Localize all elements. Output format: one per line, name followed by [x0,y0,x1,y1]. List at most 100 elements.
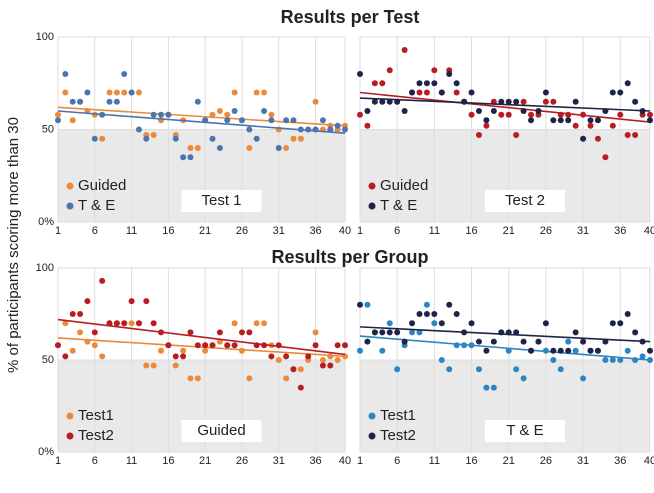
data-point [468,89,475,96]
data-point [187,375,194,382]
data-point [106,320,113,327]
x-tick-label: 26 [236,225,248,237]
data-point [609,357,616,363]
x-tick-label: 21 [503,225,515,237]
data-point [165,342,172,349]
data-point [401,338,408,345]
data-point [624,80,631,87]
legend-marker [66,202,74,210]
data-point [194,342,201,349]
data-point [275,145,282,151]
data-point [364,108,371,114]
data-point [128,320,135,327]
data-point [557,366,564,373]
x-tick-label: 1 [55,455,61,467]
data-point [364,301,371,308]
x-tick-label: 11 [429,455,440,467]
data-point [150,132,157,139]
data-point [216,329,223,336]
data-point [202,347,209,354]
x-tick-label: 6 [92,225,98,237]
data-point [143,298,150,305]
x-tick-label: 21 [199,455,211,467]
data-point [99,353,106,360]
data-point [319,362,326,369]
data-point [587,347,594,354]
data-point [69,311,76,317]
data-point [490,338,497,345]
x-tick-label: 26 [540,225,552,237]
data-point [187,145,194,151]
data-point [416,329,423,336]
data-point [194,375,201,382]
data-point [319,357,326,363]
panel-label: Test 1 [201,192,241,209]
data-point [446,71,453,77]
panel-label: Guided [197,422,245,439]
data-point [580,338,587,345]
data-point [550,357,557,363]
data-point [319,117,326,124]
data-point [180,154,187,161]
data-point [187,329,194,336]
data-point [587,122,594,129]
data-point [401,46,408,53]
data-point [84,298,91,305]
data-point [409,329,416,336]
data-point [572,347,579,354]
data-point [55,111,61,118]
data-point [135,320,142,327]
data-point [297,384,304,391]
y-tick-label: 0% [38,216,54,228]
legend-label: T & E [380,197,417,214]
data-point [121,89,128,96]
y-tick-label: 50 [42,354,54,366]
data-point [69,98,76,105]
data-point [113,98,120,105]
data-point [128,298,135,305]
data-point [498,111,505,118]
data-point [572,329,579,336]
data-point [609,122,616,129]
data-point [520,338,527,345]
x-tick-label: 1 [357,455,363,467]
data-point [283,375,290,382]
x-tick-label: 11 [126,225,137,237]
data-point [165,111,172,118]
legend-marker [368,182,376,190]
data-point [423,89,430,96]
data-point [253,89,260,96]
data-point [194,145,201,151]
data-point [617,320,624,327]
data-point [394,366,401,373]
data-point [238,329,245,336]
data-point [158,347,165,354]
data-point [224,342,231,349]
y-tick-label: 100 [36,262,54,274]
data-point [475,108,482,114]
y-axis-label: % of participants scoring more than 30 [5,117,22,373]
data-point [490,108,497,114]
data-point [423,301,430,308]
data-point [216,145,223,151]
data-point [283,145,290,151]
data-point [172,353,179,360]
data-point [453,80,460,87]
data-point [91,342,98,349]
x-tick-label: 21 [199,225,211,237]
data-point [334,342,341,349]
x-tick-label: 6 [394,225,400,237]
data-point [431,67,438,74]
data-point [216,108,223,114]
trend-line [359,91,651,123]
panel-label-box [181,420,262,442]
data-point [253,320,260,327]
data-point [187,154,194,161]
data-point [238,347,245,354]
x-tick-label: 31 [577,455,589,467]
x-tick-label: 40 [339,455,351,467]
data-point [327,126,334,133]
data-point [172,135,179,142]
data-point [202,342,209,349]
data-point [647,111,653,118]
